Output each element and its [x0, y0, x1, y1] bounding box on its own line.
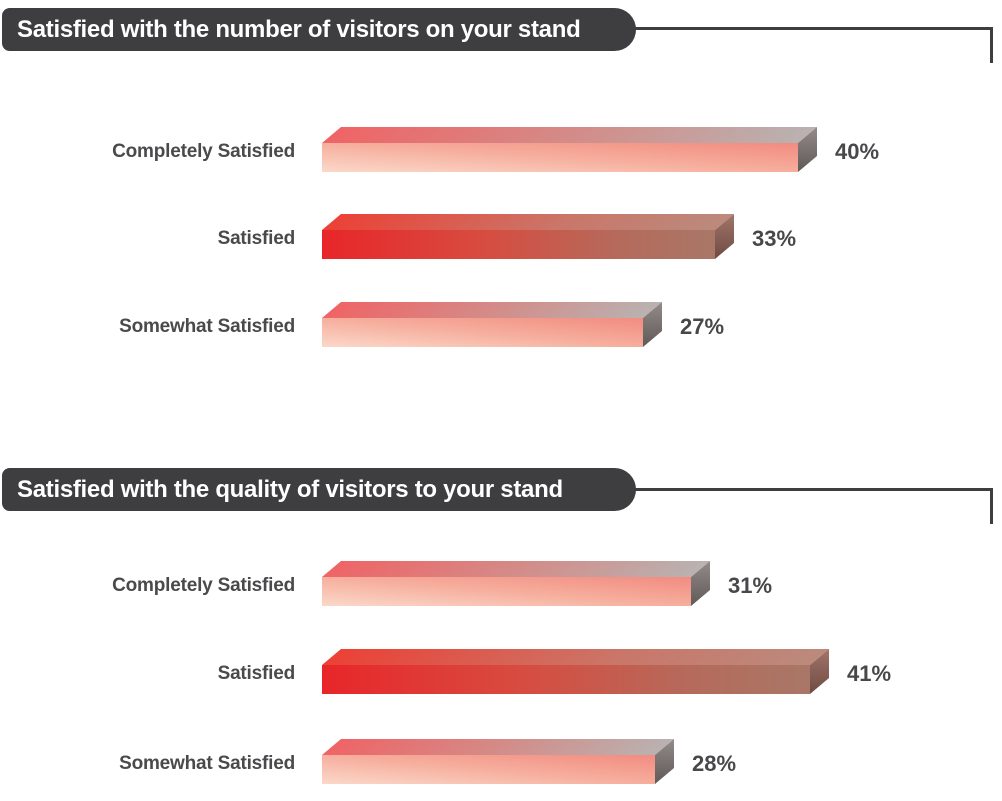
value-label: 40%	[835, 139, 880, 164]
bar-top-face	[322, 127, 818, 143]
bar-3d-completely-satisfied	[322, 127, 818, 172]
chart2-connector-line	[630, 488, 993, 524]
bar-top-face	[322, 561, 711, 577]
bar-top-face	[322, 739, 675, 755]
value-label: 33%	[752, 226, 797, 251]
bar-front-face	[322, 143, 798, 172]
chart1-row-somewhat-satisfied: Somewhat Satisfied 27%	[0, 302, 724, 347]
bar-top-face	[322, 302, 663, 318]
value-label: 28%	[692, 751, 737, 776]
chart2-row-somewhat-satisfied: Somewhat Satisfied 28%	[0, 739, 736, 784]
value-label: 27%	[680, 314, 725, 339]
bar-top-face	[322, 214, 735, 230]
value-label: 41%	[847, 661, 892, 686]
chart1-row-completely-satisfied: Completely Satisfied 40%	[0, 127, 879, 172]
category-label: Somewhat Satisfied	[119, 753, 295, 774]
bar-front-face	[322, 665, 810, 694]
chart1-connector-line	[630, 27, 993, 63]
category-label: Completely Satisfied	[112, 141, 295, 162]
bar-3d-satisfied	[322, 214, 735, 259]
bar-3d-somewhat-satisfied	[322, 739, 675, 784]
category-label: Satisfied	[217, 228, 296, 249]
chart1-row-satisfied: Satisfied 33%	[0, 214, 796, 259]
bar-front-face	[322, 755, 655, 784]
chart2-row-satisfied: Satisfied 41%	[0, 649, 891, 694]
chart2-row-completely-satisfied: Completely Satisfied 31%	[0, 561, 772, 606]
bar-3d-somewhat-satisfied	[322, 302, 663, 347]
chart1-title-banner: Satisfied with the number of visitors on…	[2, 8, 636, 51]
category-label: Somewhat Satisfied	[119, 316, 295, 337]
bar-front-face	[322, 318, 643, 347]
bar-front-face	[322, 577, 691, 606]
chart2-title-banner: Satisfied with the quality of visitors t…	[2, 468, 636, 511]
category-label: Satisfied	[217, 663, 296, 684]
bar-3d-satisfied	[322, 649, 830, 694]
bar-3d-completely-satisfied	[322, 561, 711, 606]
bar-top-face	[322, 649, 830, 665]
bar-front-face	[322, 230, 715, 259]
category-label: Completely Satisfied	[112, 575, 295, 596]
value-label: 31%	[728, 573, 773, 598]
